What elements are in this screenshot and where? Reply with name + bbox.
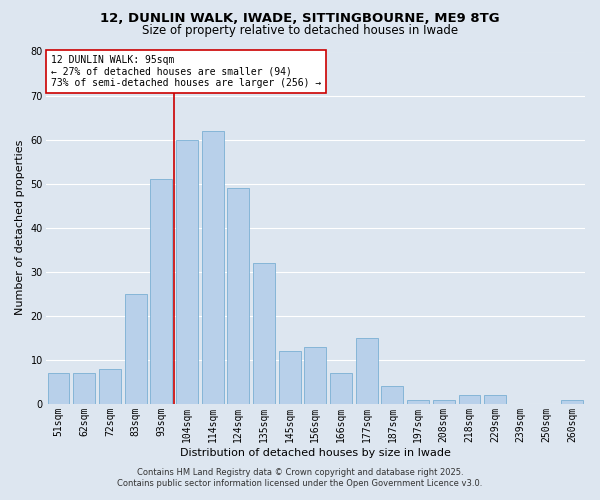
Bar: [227, 188, 249, 404]
Text: Size of property relative to detached houses in Iwade: Size of property relative to detached ho…: [142, 24, 458, 37]
Y-axis label: Number of detached properties: Number of detached properties: [15, 140, 25, 316]
Bar: [176, 140, 198, 404]
Text: 12 DUNLIN WALK: 95sqm
← 27% of detached houses are smaller (94)
73% of semi-deta: 12 DUNLIN WALK: 95sqm ← 27% of detached …: [51, 55, 322, 88]
Bar: [330, 373, 352, 404]
Text: 12, DUNLIN WALK, IWADE, SITTINGBOURNE, ME9 8TG: 12, DUNLIN WALK, IWADE, SITTINGBOURNE, M…: [100, 12, 500, 26]
Bar: [356, 338, 377, 404]
Bar: [304, 346, 326, 404]
Bar: [151, 180, 172, 404]
Bar: [433, 400, 455, 404]
X-axis label: Distribution of detached houses by size in Iwade: Distribution of detached houses by size …: [180, 448, 451, 458]
Bar: [382, 386, 403, 404]
Bar: [484, 395, 506, 404]
Bar: [279, 351, 301, 404]
Bar: [125, 294, 146, 404]
Bar: [99, 368, 121, 404]
Bar: [407, 400, 429, 404]
Text: Contains HM Land Registry data © Crown copyright and database right 2025.
Contai: Contains HM Land Registry data © Crown c…: [118, 468, 482, 487]
Bar: [47, 373, 70, 404]
Bar: [458, 395, 481, 404]
Bar: [253, 263, 275, 404]
Bar: [73, 373, 95, 404]
Bar: [561, 400, 583, 404]
Bar: [202, 131, 224, 404]
